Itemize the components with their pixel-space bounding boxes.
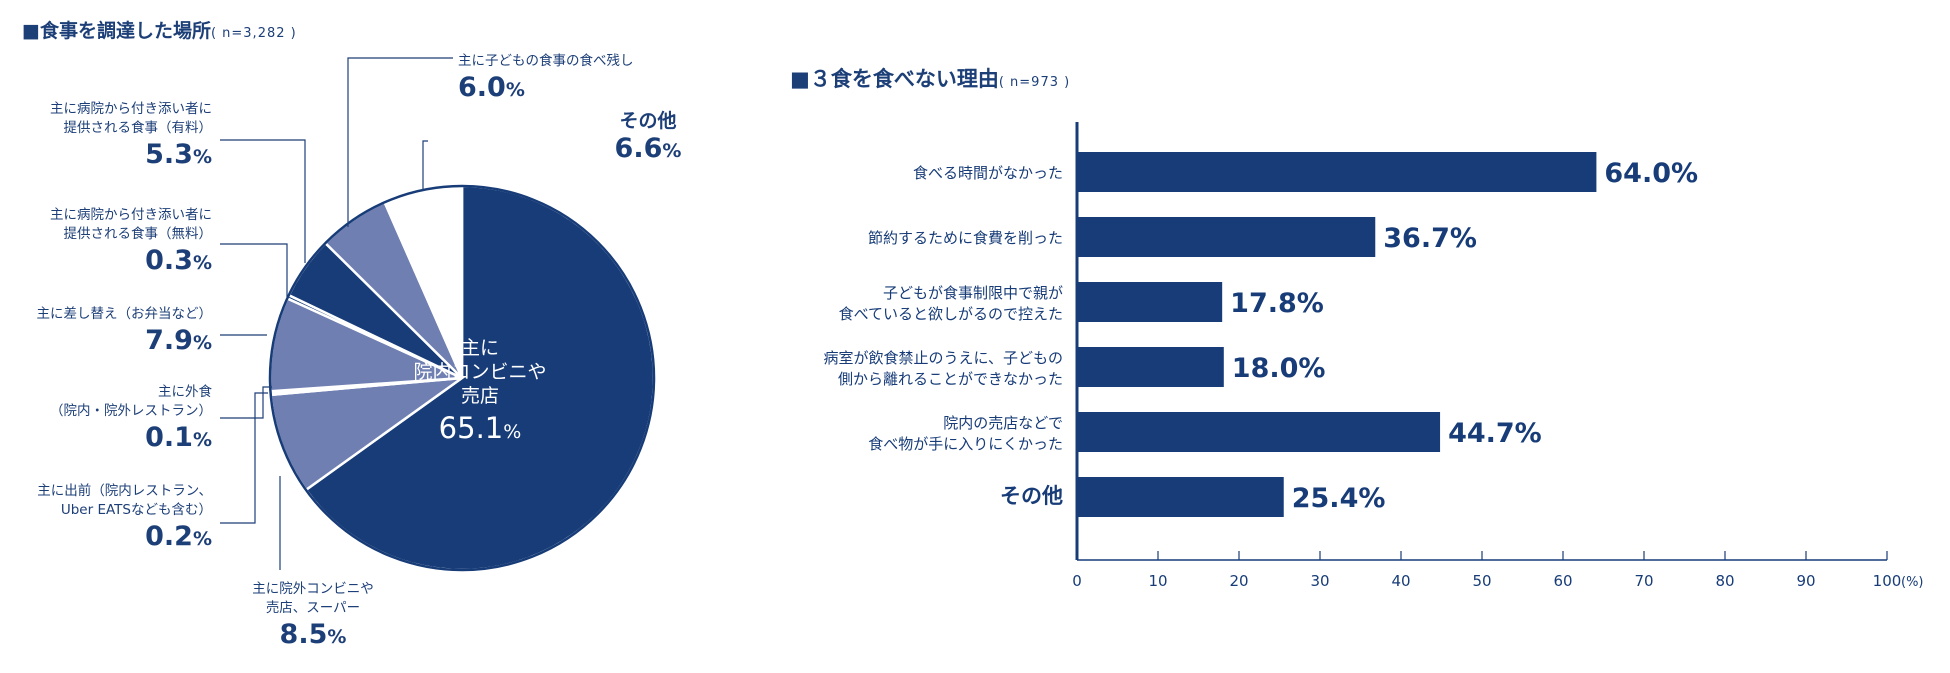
- pie-label-value: 5.3%: [145, 139, 212, 170]
- pie-chart: [220, 57, 656, 572]
- pie-label-text: 主に子どもの食事の食べ残し: [458, 53, 634, 69]
- pie-leader-line: [220, 243, 288, 297]
- pie-leader-line: [220, 386, 272, 419]
- pie-label-text: 主に出前（院内レストラン、: [37, 483, 212, 499]
- pie-leader-line: [220, 392, 268, 524]
- pie-label-text: 提供される食事（有料）: [63, 120, 213, 136]
- pie-label-text: 主に: [460, 337, 500, 359]
- x-tick-label: 90: [1796, 572, 1815, 590]
- pie-label-text: 主に院外コンビニや: [252, 581, 374, 597]
- pie-label-text: 提供される食事（無料）: [63, 226, 213, 242]
- bar-title-text: ■３食を食べない理由: [790, 67, 999, 91]
- x-tick-label: 60: [1553, 572, 1572, 590]
- bar-category-label: 院内の売店などで: [943, 414, 1063, 432]
- pie-label-value: 0.3%: [145, 245, 212, 276]
- bar-category-label: 子どもが食事制限中で親が: [883, 284, 1063, 302]
- pie-label-value: 6.6%: [614, 133, 682, 164]
- bar-value-label: 44.7%: [1448, 418, 1542, 449]
- x-axis-unit: (%): [1901, 575, 1924, 590]
- x-tick-label: 40: [1391, 572, 1410, 590]
- bar-category-label: 側から離れることができなかった: [838, 370, 1063, 388]
- pie-label-text: その他: [619, 110, 677, 132]
- bar-category-label: 食べる時間がなかった: [913, 164, 1063, 182]
- pie-label-text: Uber EATSなども含む）: [60, 502, 212, 518]
- x-tick-label: 80: [1715, 572, 1734, 590]
- bar: [1078, 412, 1441, 452]
- bar: [1078, 347, 1224, 387]
- pie-label-text: 主に外食: [158, 384, 212, 400]
- x-tick-label: 50: [1472, 572, 1491, 590]
- bar-value-label: 25.4%: [1292, 483, 1386, 514]
- x-tick-label: 30: [1310, 572, 1329, 590]
- pie-label-outside-store: 主に院外コンビニや 売店、スーパー 8.5%: [208, 580, 418, 654]
- pie-label-leftovers: 主に子どもの食事の食べ残し 6.0%: [458, 52, 634, 107]
- pie-label-value: 65.1%: [438, 411, 522, 445]
- pie-label-value: 7.9%: [145, 325, 212, 356]
- pie-label-value: 0.1%: [145, 422, 212, 453]
- pie-label-delivery: 主に出前（院内レストラン、 Uber EATSなども含む） 0.2%: [10, 482, 212, 556]
- x-tick-label: 0: [1072, 572, 1082, 590]
- pie-label-text: 院内コンビニや: [413, 361, 547, 383]
- pie-label-eat-out: 主に外食 （院内・院外レストラン） 0.1%: [10, 383, 212, 457]
- pie-label-free-meal: 主に病院から付き添い者に 提供される食事（無料） 0.3%: [10, 206, 212, 280]
- pie-leader-line: [220, 139, 306, 263]
- x-tick-label: 20: [1229, 572, 1248, 590]
- pie-leader-line: [422, 140, 428, 191]
- x-tick-label: 10: [1148, 572, 1167, 590]
- pie-label-text: （院内・院外レストラン）: [50, 403, 212, 419]
- bar-category-label: 節約するために食費を削った: [868, 229, 1063, 247]
- pie-title-text: ■食事を調達した場所: [22, 20, 211, 42]
- bar-value-label: 36.7%: [1383, 223, 1477, 254]
- pie-label-paid-meal: 主に病院から付き添い者に 提供される食事（有料） 5.3%: [10, 100, 212, 174]
- pie-label-text: 売店、スーパー: [265, 600, 361, 616]
- pie-label-value: 8.5%: [279, 619, 347, 650]
- bar: [1078, 282, 1223, 322]
- pie-label-text: 売店: [460, 385, 500, 407]
- bar-category-label: 食べていると欲しがるので控えた: [839, 305, 1063, 323]
- bar: [1078, 477, 1284, 517]
- pie-label-value: 0.2%: [145, 521, 212, 552]
- bar: [1078, 217, 1376, 257]
- pie-label-text: 主に病院から付き添い者に: [50, 207, 212, 223]
- bar-chart-title: ■３食を食べない理由( n=973 ): [790, 63, 1070, 93]
- pie-chart-title: ■食事を調達した場所( n=3,282 ): [22, 16, 297, 43]
- pie-label-value: 6.0%: [458, 72, 525, 103]
- pie-label-text: 主に病院から付き添い者に: [50, 101, 212, 117]
- bar: [1078, 152, 1597, 192]
- pie-leader-line: [347, 57, 453, 227]
- bar-value-label: 17.8%: [1230, 288, 1324, 319]
- pie-label-text: 主に差し替え（お弁当など）: [36, 306, 213, 322]
- pie-sample-size: ( n=3,282 ): [210, 26, 297, 41]
- x-tick-label: 100: [1873, 572, 1902, 590]
- bar-value-label: 64.0%: [1604, 158, 1698, 189]
- bar-category-label: 食べ物が手に入りにくかった: [868, 435, 1063, 453]
- pie-label-other: その他 6.6%: [608, 110, 688, 168]
- x-tick-label: 70: [1634, 572, 1653, 590]
- bar-value-label: 18.0%: [1232, 353, 1326, 384]
- bar-category-label: その他: [1000, 484, 1063, 508]
- bar-sample-size: ( n=973 ): [998, 75, 1071, 90]
- bar-category-label: 病室が飲食禁止のうえに、子どもの: [823, 349, 1063, 367]
- pie-label-in-hospital-store: 主に 院内コンビニや 売店 65.1%: [413, 336, 546, 452]
- pie-label-replacement: 主に差し替え（お弁当など） 7.9%: [10, 305, 213, 360]
- pie-outline: [268, 184, 656, 572]
